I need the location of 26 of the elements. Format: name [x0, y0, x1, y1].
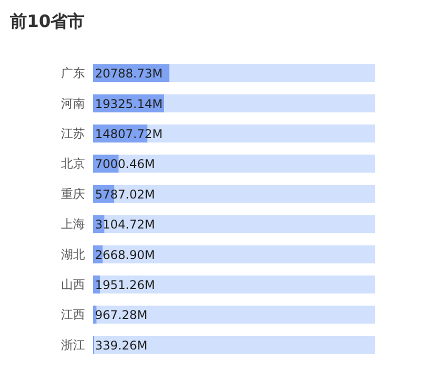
- y-tick-label: 河南: [61, 96, 85, 110]
- data-label: 5787.02M: [95, 187, 155, 202]
- bar: [96, 306, 375, 324]
- y-tick-label: 山西: [61, 278, 85, 292]
- y-tick-label: 湖北: [61, 247, 85, 262]
- y-tick-label: 浙江: [61, 338, 85, 352]
- data-label: 2668.90M: [95, 248, 155, 262]
- bar: [169, 64, 375, 82]
- y-tick-label: 北京: [61, 156, 85, 171]
- y-tick-label: 上海: [61, 217, 85, 232]
- bar: [93, 306, 97, 324]
- data-label: 339.26M: [95, 338, 148, 352]
- data-label: 7000.46M: [95, 157, 155, 172]
- bar: [94, 336, 375, 354]
- data-label: 19325.14M: [95, 96, 163, 111]
- data-label: 3104.72M: [95, 218, 155, 232]
- data-label: 967.28M: [95, 308, 148, 322]
- data-label: 14807.72M: [95, 127, 163, 141]
- chart-title: 前10省市: [9, 12, 85, 32]
- y-tick-label: 江西: [61, 308, 85, 322]
- data-label: 20788.73M: [95, 66, 163, 81]
- y-tick-label: 江苏: [61, 126, 85, 140]
- bar: [164, 94, 375, 112]
- y-tick-label: 重庆: [61, 186, 85, 201]
- data-label: 1951.26M: [95, 278, 155, 292]
- y-tick-label: 广东: [61, 66, 85, 80]
